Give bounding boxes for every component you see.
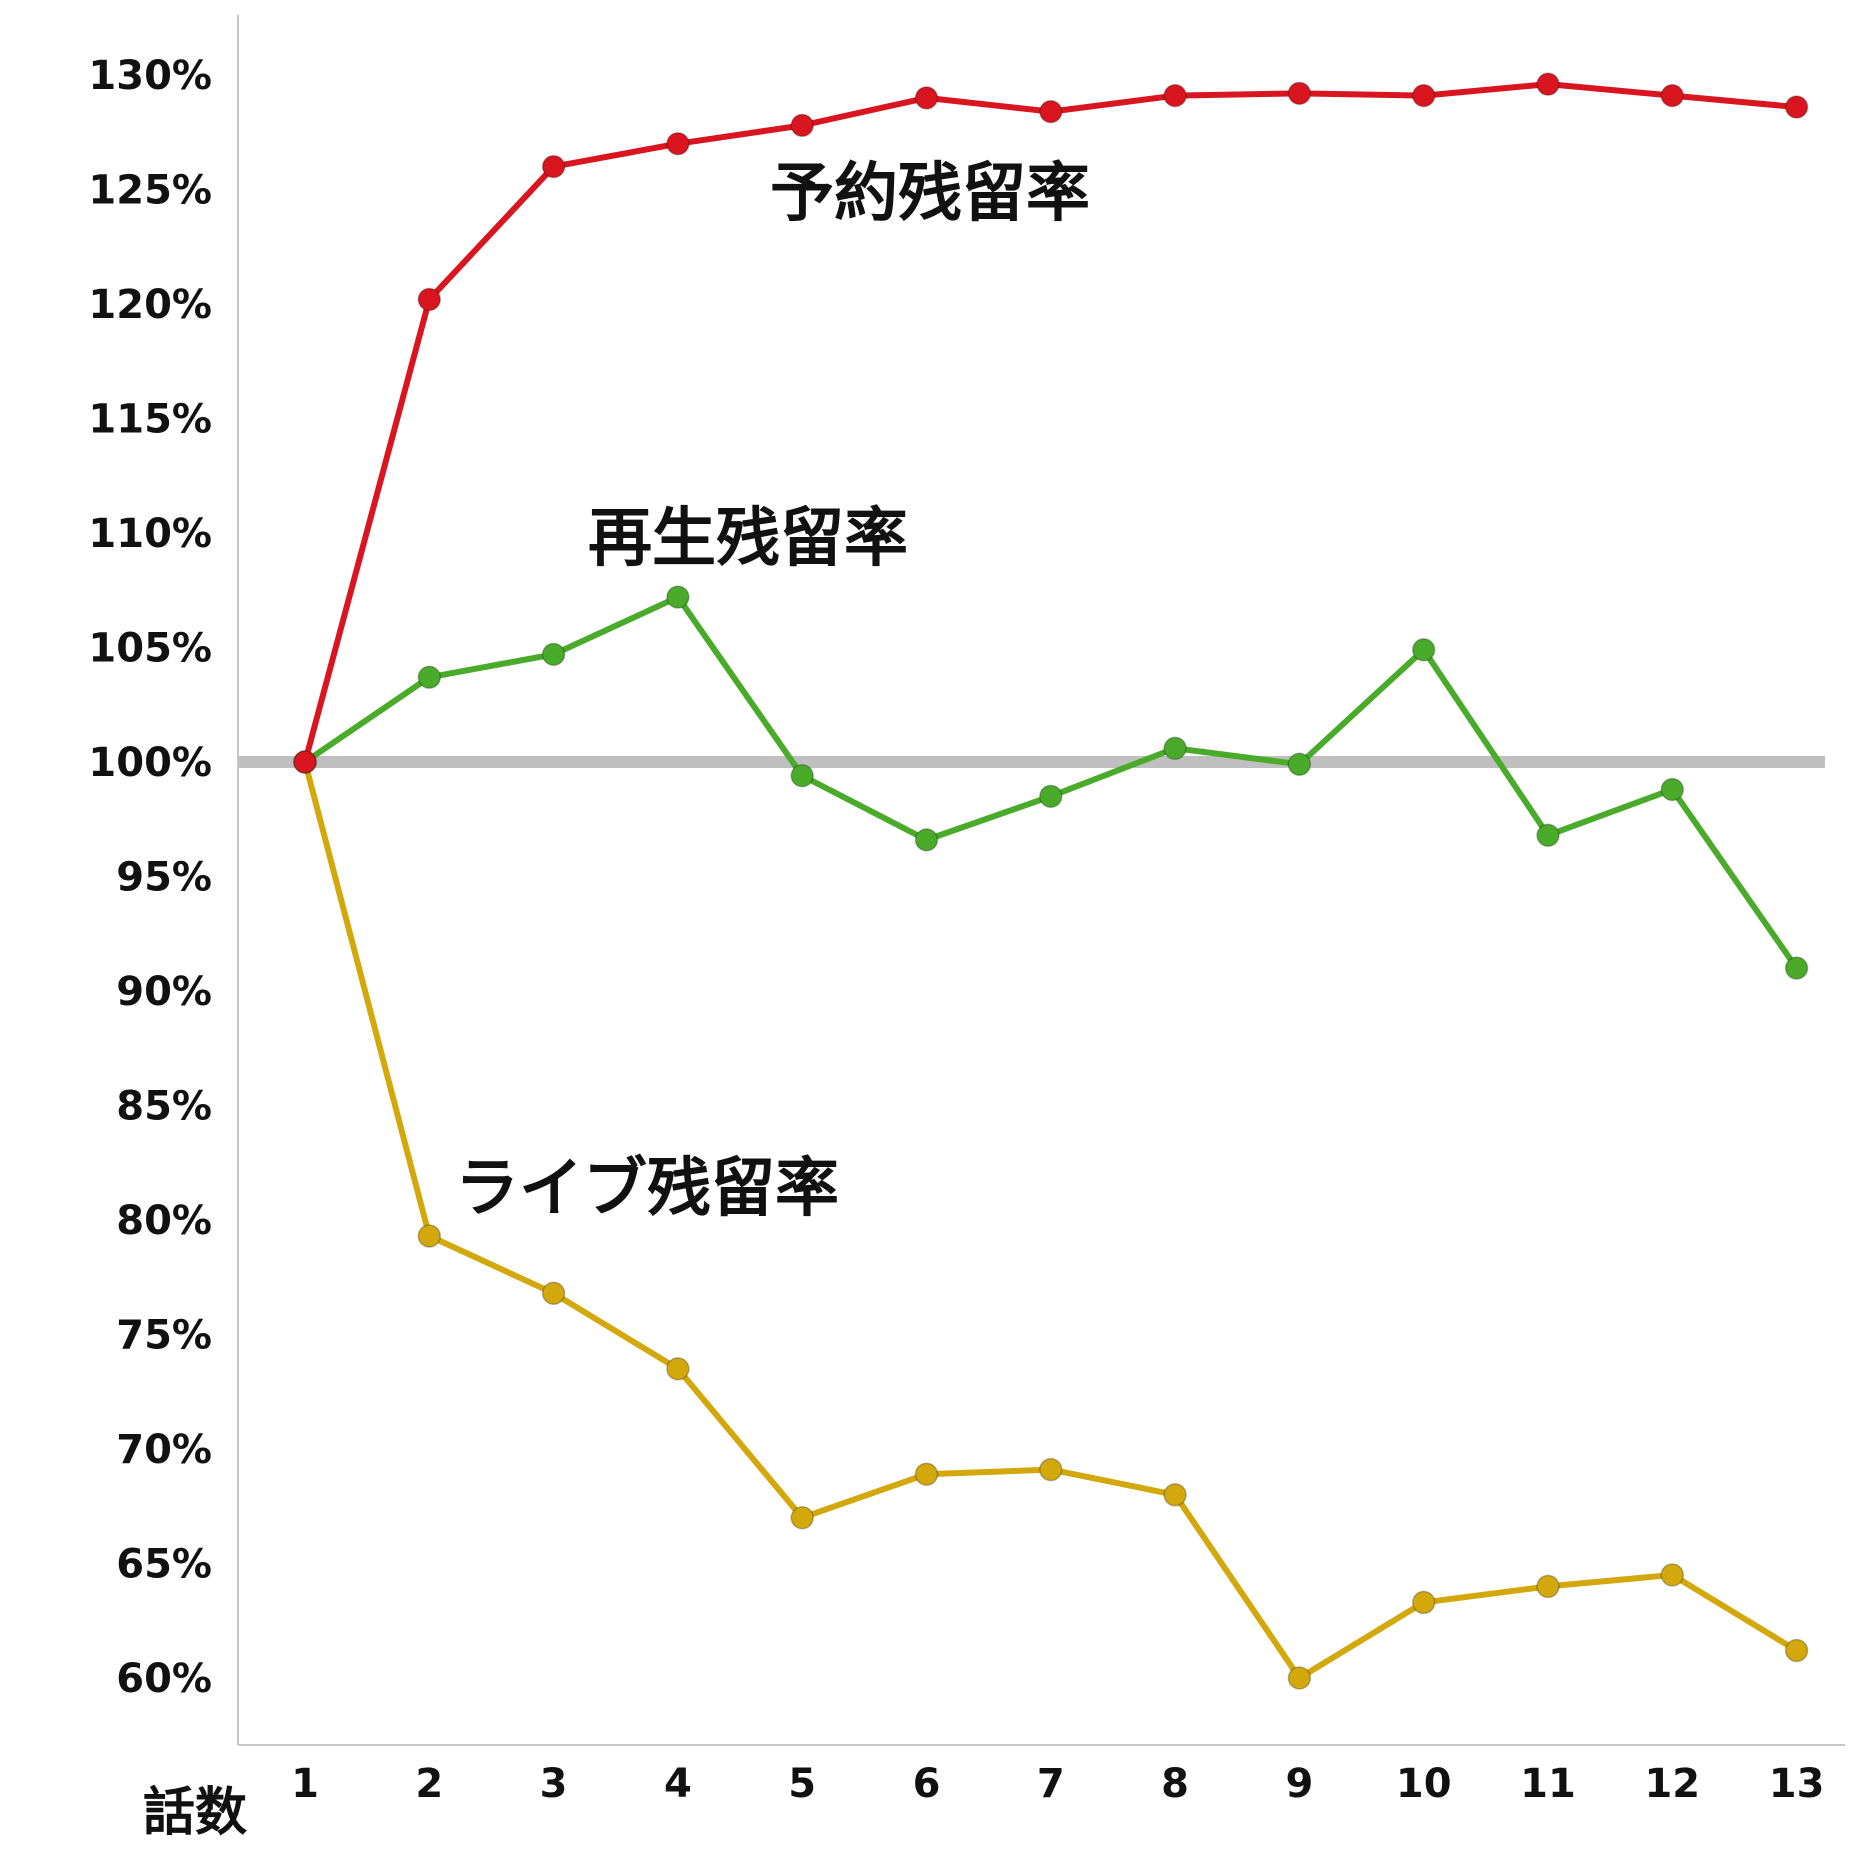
series-line-playback <box>302 594 1800 972</box>
y-tick-label: 100% <box>88 740 212 786</box>
data-point <box>914 1462 939 1486</box>
data-point <box>1660 777 1685 802</box>
y-tick-label: 75% <box>116 1313 212 1359</box>
data-point <box>417 665 442 690</box>
y-tick-label: 65% <box>116 1542 212 1588</box>
y-tick-label: 80% <box>116 1198 212 1244</box>
data-point <box>1784 956 1809 980</box>
x-tick-label: 1 <box>291 1761 319 1807</box>
data-point <box>1411 638 1436 662</box>
y-tick-label: 115% <box>88 397 212 443</box>
y-tick-label: 125% <box>88 168 212 214</box>
data-point <box>666 1357 690 1381</box>
data-point <box>914 86 939 110</box>
x-tick-label: 7 <box>1037 1761 1065 1807</box>
data-point <box>541 642 566 667</box>
data-point <box>1784 1638 1809 1663</box>
data-point <box>790 763 814 788</box>
x-tick-label: 9 <box>1285 1761 1313 1807</box>
data-point <box>1039 1457 1063 1482</box>
data-point <box>1536 1574 1560 1599</box>
series-playback <box>293 585 1809 980</box>
x-tick-label: 3 <box>540 1761 568 1807</box>
data-point <box>1039 99 1063 124</box>
data-point <box>293 750 317 774</box>
series-reservation <box>293 72 1809 774</box>
data-point <box>541 1281 566 1306</box>
x-tick-label: 6 <box>913 1761 941 1807</box>
y-tick-label: 85% <box>116 1084 212 1130</box>
y-tick-label: 130% <box>88 53 212 99</box>
data-point <box>1536 72 1560 96</box>
x-tick-label: 11 <box>1520 1761 1576 1807</box>
data-point <box>1660 1563 1685 1587</box>
y-axis-ticks: 60% 65% 70% 75% 80% 85% 90% 95% 100% 105% 110% 115%… <box>88 53 212 1702</box>
x-tick-label: 8 <box>1161 1761 1189 1807</box>
data-point <box>1784 95 1809 119</box>
data-point <box>541 154 566 179</box>
data-point <box>914 828 939 852</box>
data-point <box>417 287 442 312</box>
axes <box>237 15 1845 1746</box>
y-tick-label: 105% <box>88 626 212 672</box>
x-tick-label: 12 <box>1644 1761 1700 1807</box>
data-point <box>790 113 814 138</box>
y-tick-label: 120% <box>88 282 212 328</box>
data-point <box>1411 83 1436 108</box>
x-tick-label: 5 <box>788 1761 816 1807</box>
y-tick-label: 90% <box>116 969 212 1015</box>
series-label-live: ライブ残留率 <box>455 1152 839 1226</box>
y-tick-label: 60% <box>116 1656 212 1702</box>
series-lines <box>293 72 1809 1690</box>
data-point <box>1660 83 1685 108</box>
data-point <box>1287 81 1312 106</box>
y-tick-label: 70% <box>116 1427 212 1473</box>
series-label-reservation: 予約残留率 <box>770 157 1090 231</box>
data-point <box>1163 83 1187 108</box>
data-point <box>666 585 690 609</box>
x-tick-label: 4 <box>664 1761 692 1807</box>
data-point <box>1163 1483 1187 1507</box>
x-axis-ticks: 1 2 3 4 5 6 7 8 9 10 11 12 13 <box>291 1761 1824 1807</box>
data-point <box>417 1224 442 1248</box>
data-point <box>1163 736 1187 761</box>
x-tick-label: 10 <box>1396 1761 1452 1807</box>
x-tick-label: 13 <box>1769 1761 1825 1807</box>
series-label-playback: 再生残留率 <box>588 502 908 576</box>
y-tick-label: 110% <box>88 511 212 557</box>
data-point <box>666 131 690 156</box>
data-point <box>1536 823 1560 848</box>
data-point <box>1411 1590 1436 1615</box>
data-point <box>790 1505 814 1530</box>
x-axis-title: 話数 <box>143 1783 247 1843</box>
y-tick-label: 95% <box>116 855 212 901</box>
data-point <box>1039 784 1063 809</box>
x-tick-label: 2 <box>415 1761 443 1807</box>
data-point <box>1287 1666 1312 1690</box>
data-point <box>1287 752 1312 777</box>
